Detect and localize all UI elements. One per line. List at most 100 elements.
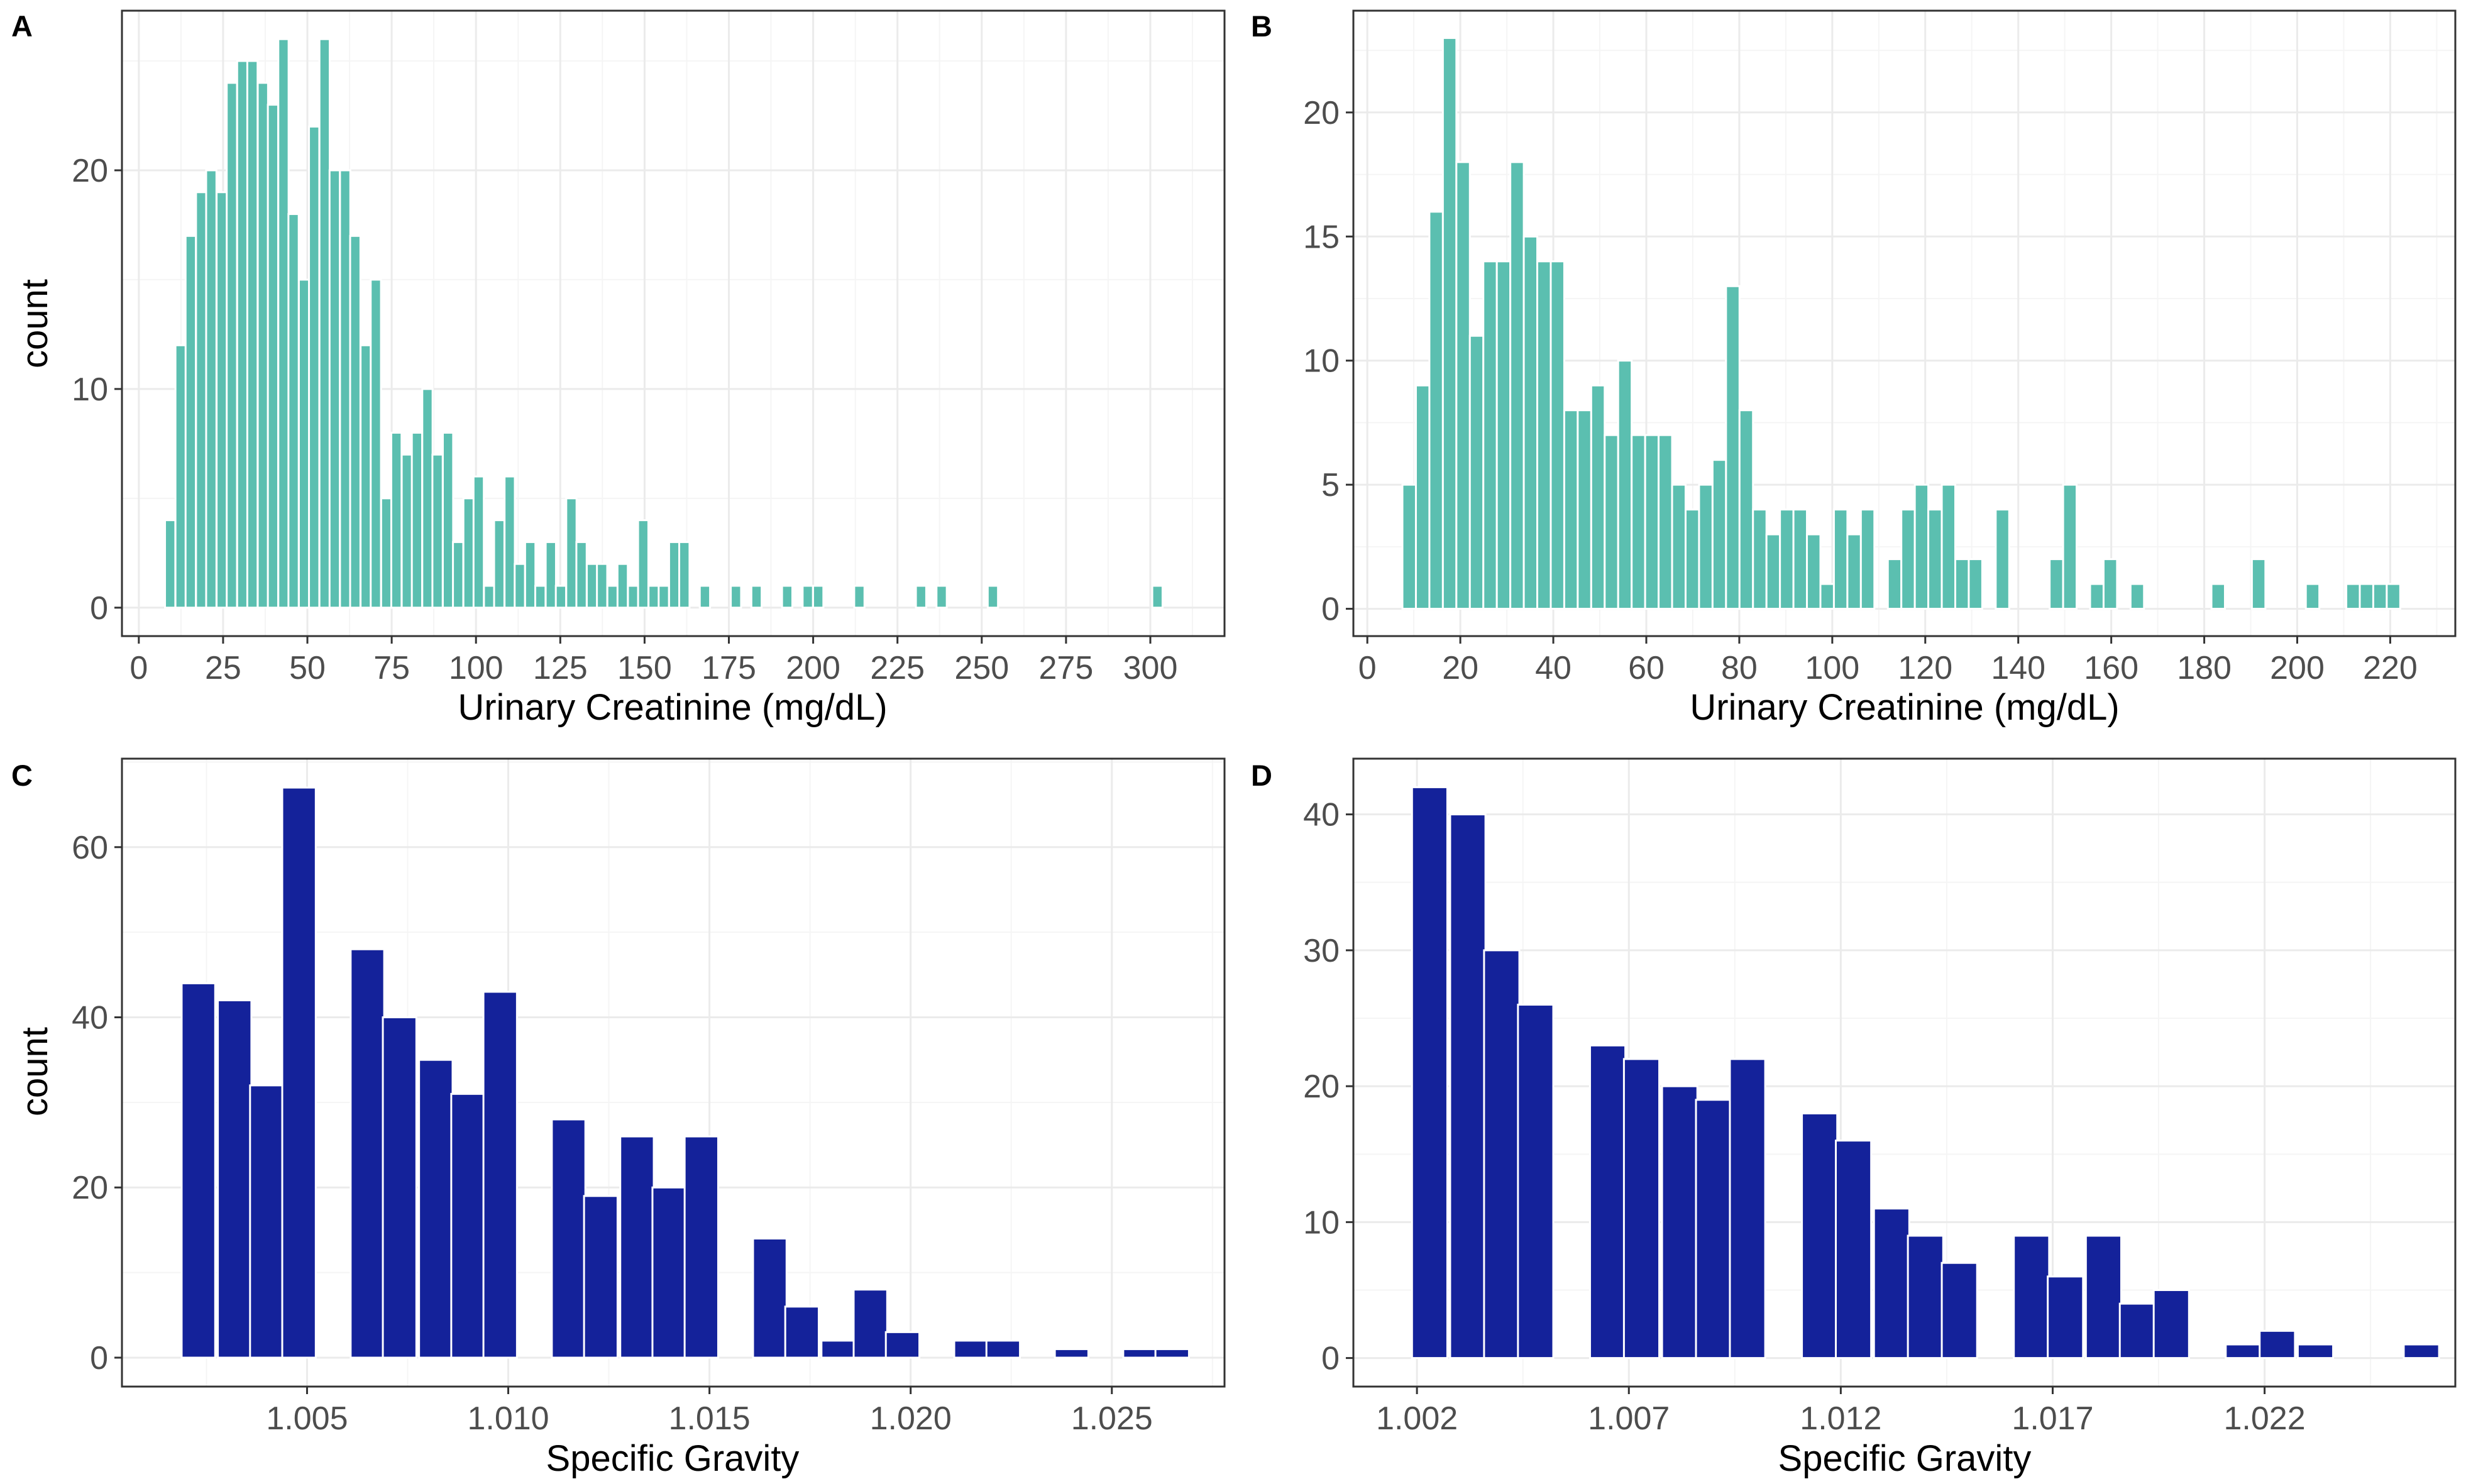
histogram-bar-a-16 <box>328 169 341 609</box>
histogram-bar-a-18 <box>349 234 361 609</box>
y-tick-label: 40 <box>72 1000 108 1036</box>
histogram-bar-a-60 <box>986 585 999 609</box>
histogram-bar-b-35 <box>1886 558 1903 610</box>
x-tick-label: 20 <box>1442 650 1478 686</box>
histogram-bar-a-51 <box>698 585 712 609</box>
y-axis-title-a: count <box>14 279 55 368</box>
histogram-bar-d-4 <box>1588 1044 1627 1360</box>
histogram-bar-a-40 <box>575 541 588 609</box>
histogram-bar-b-22 <box>1698 483 1714 610</box>
histogram-bar-a-23 <box>400 453 413 609</box>
histogram-bar-c-23 <box>1154 1348 1190 1359</box>
histogram-bar-a-25 <box>421 388 434 609</box>
x-tick-label: 250 <box>954 650 1009 686</box>
x-tick-label: 100 <box>1805 650 1859 686</box>
x-tick-label: 1.002 <box>1376 1400 1458 1437</box>
y-tick-label: 20 <box>1303 95 1340 131</box>
histogram-bar-b-13 <box>1577 409 1592 610</box>
histogram-bar-a-8 <box>246 60 259 609</box>
panel-label-c: C <box>11 759 33 792</box>
histogram-bar-b-16 <box>1617 360 1633 610</box>
x-axis-title-a: Urinary Creatinine (mg/dL) <box>458 687 887 728</box>
x-tick-label: 40 <box>1535 650 1572 686</box>
histogram-bar-b-14 <box>1590 384 1606 610</box>
x-tick-label: 0 <box>1358 650 1377 686</box>
histogram-bar-c-16 <box>820 1339 856 1359</box>
histogram-bar-b-18 <box>1644 434 1660 610</box>
y-tick-label: 20 <box>1303 1069 1340 1105</box>
histogram-bar-c-6 <box>418 1058 454 1359</box>
histogram-bar-b-12 <box>1563 409 1579 610</box>
histogram-bar-c-17 <box>852 1289 888 1359</box>
x-tick-label: 225 <box>870 650 925 686</box>
histogram-bar-b-53 <box>2372 583 2388 610</box>
x-tick-label: 1.012 <box>1800 1400 1881 1437</box>
panel-a-border <box>121 9 1226 637</box>
histogram-bar-a-20 <box>370 278 382 609</box>
histogram-bar-b-49 <box>2250 558 2267 610</box>
histogram-bar-b-20 <box>1671 483 1687 610</box>
x-tick-label: 1.007 <box>1588 1400 1670 1437</box>
histogram-bar-a-17 <box>339 169 351 609</box>
histogram-bar-a-44 <box>616 563 629 609</box>
histogram-bar-a-6 <box>226 82 238 609</box>
histogram-bar-a-27 <box>442 431 454 609</box>
x-tick-label: 25 <box>205 650 241 686</box>
histogram-bar-a-59 <box>935 585 948 609</box>
histogram-bar-a-35 <box>524 541 537 609</box>
histogram-bar-d-5 <box>1622 1058 1661 1360</box>
x-tick-label: 200 <box>2270 650 2325 686</box>
histogram-bar-a-21 <box>380 497 393 609</box>
histogram-bar-a-11 <box>277 38 290 609</box>
histogram-bar-a-61 <box>1151 585 1164 609</box>
panel-d-border <box>1352 757 2457 1388</box>
histogram-bar-b-6 <box>1482 260 1498 610</box>
x-tick-label: 75 <box>373 650 410 686</box>
x-tick-label: 300 <box>1123 650 1178 686</box>
histogram-bar-a-50 <box>678 541 691 609</box>
histogram-bar-b-50 <box>2304 583 2321 610</box>
histogram-bar-c-1 <box>217 999 253 1359</box>
histogram-bar-d-14 <box>2013 1234 2050 1360</box>
x-tick-label: 1.022 <box>2224 1400 2306 1437</box>
histogram-bar-b-4 <box>1455 161 1471 610</box>
histogram-bar-a-13 <box>297 278 311 609</box>
histogram-bar-a-29 <box>462 497 475 609</box>
histogram-bar-a-26 <box>431 453 444 609</box>
histogram-bar-a-12 <box>287 213 300 609</box>
y-tick-label: 0 <box>1321 1341 1340 1377</box>
panel-a: A 0 10 20 0 25 50 75 100 125 150 175 200 225 250 275 3… <box>11 9 1226 728</box>
histogram-bar-b-54 <box>2386 583 2401 610</box>
panel-b: B 0 5 10 15 20 0 20 40 60 80 100 120 140 160 180 200 22… <box>1251 9 2457 728</box>
histogram-bar-a-43 <box>606 585 619 609</box>
histogram-bar-b-34 <box>1859 508 1876 610</box>
histogram-bar-a-45 <box>627 585 639 609</box>
histogram-bar-b-43 <box>2049 558 2064 610</box>
histogram-bar-d-17 <box>2118 1302 2156 1360</box>
histogram-bar-b-42 <box>1995 508 2010 610</box>
histogram-bar-a-37 <box>544 541 557 609</box>
histogram-bar-c-19 <box>953 1339 989 1359</box>
x-tick-label: 125 <box>533 650 588 686</box>
y-tick-label: 20 <box>72 1170 108 1206</box>
histogram-bar-a-9 <box>256 82 269 609</box>
histogram-bar-a-2 <box>184 234 197 609</box>
histogram-bar-a-0 <box>164 519 177 609</box>
histogram-bar-a-53 <box>750 585 763 609</box>
histogram-bar-a-15 <box>318 38 331 609</box>
histogram-bar-b-21 <box>1684 508 1700 610</box>
histogram-bar-a-31 <box>483 585 495 609</box>
histogram-bar-d-19 <box>2225 1343 2262 1360</box>
histogram-bar-b-33 <box>1846 533 1862 610</box>
x-tick-label: 150 <box>617 650 672 686</box>
panel-label-a: A <box>11 9 33 43</box>
histogram-bar-d-8 <box>1729 1058 1766 1360</box>
histogram-bar-c-9 <box>551 1118 586 1359</box>
histogram-bar-d-7 <box>1695 1099 1732 1360</box>
histogram-bar-b-30 <box>1806 533 1822 610</box>
histogram-bar-a-3 <box>195 191 207 609</box>
histogram-bar-d-20 <box>2259 1329 2296 1360</box>
histogram-bar-d-1 <box>1449 813 1487 1360</box>
y-tick-label: 10 <box>1303 343 1340 380</box>
